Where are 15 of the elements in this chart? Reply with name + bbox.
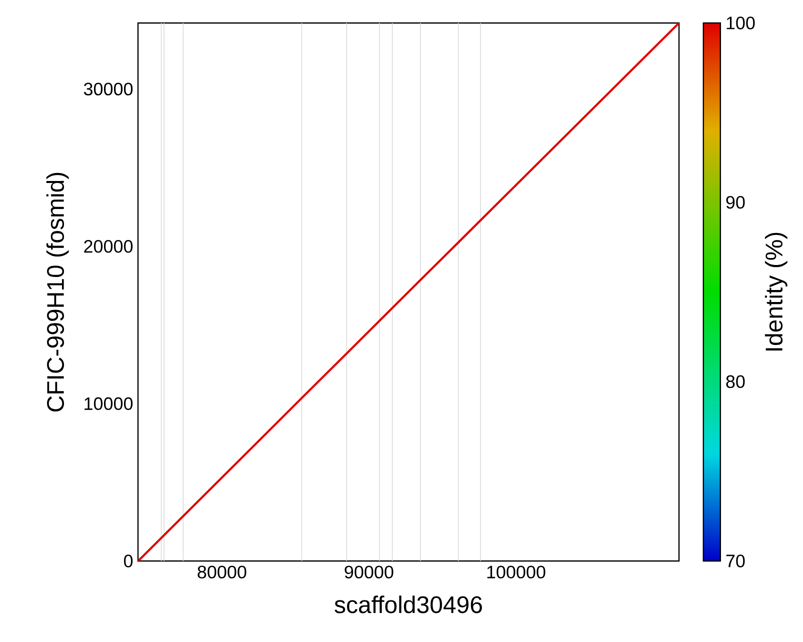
y-tick-label: 20000	[84, 240, 133, 253]
color-bar-label: 100	[726, 16, 755, 30]
y-axis-title: CFIC-999H10 (fosmid)	[46, 172, 69, 412]
x-axis-title: scaffold30496	[334, 596, 482, 614]
x-tick-label: 90000	[344, 566, 394, 578]
y-tick-label: 30000	[84, 82, 133, 96]
color-bar-label: 90	[726, 196, 745, 209]
line-series	[138, 22, 680, 561]
color-bar-label: 80	[726, 375, 745, 388]
y-tick-label: 0	[124, 554, 133, 568]
color-bar-title: Identity (%)	[764, 232, 788, 350]
x-tick-label: 80000	[198, 566, 246, 578]
y-tick-label: 10000	[84, 397, 133, 410]
x-tick-label: 100000	[487, 566, 546, 578]
color-bar-label: 70	[726, 554, 745, 568]
